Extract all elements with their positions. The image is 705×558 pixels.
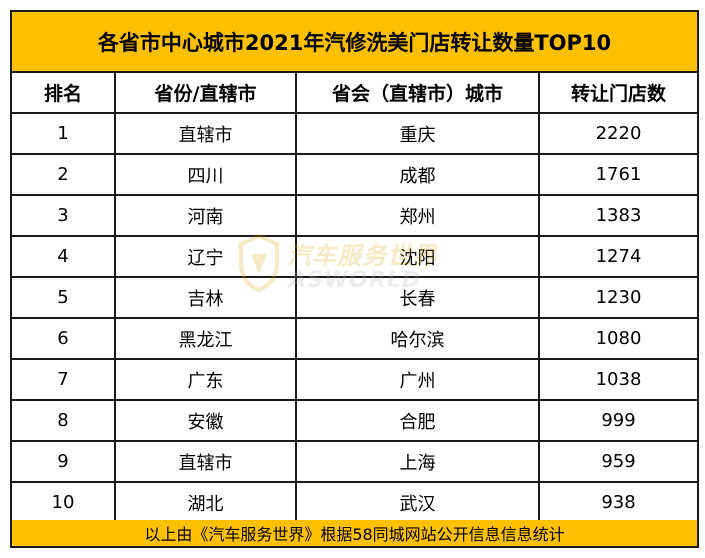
cell-rank: 3 xyxy=(12,196,116,235)
table-grid: 排名 省份/直辖市 省会（直辖市）城市 转让门店数 1 直辖市 重庆 2220 2 四川成… xyxy=(12,73,697,524)
cell-city: 长春 xyxy=(297,278,540,317)
table-row: 9 直辖市 上海 959 xyxy=(12,442,697,483)
table-footer: 以上由《汽车服务世界》根据58同城网站公开信息信息统计 xyxy=(12,520,697,546)
cell-count: 1038 xyxy=(595,369,642,390)
table-row: 5 吉林 长春 1230 xyxy=(12,278,697,319)
cell-count: 2220 xyxy=(595,123,642,144)
cell-city: 重庆 xyxy=(297,114,540,153)
table-row: 4 辽宁 沈阳 1274 xyxy=(12,237,697,278)
cell-province: 湖北 xyxy=(116,483,297,522)
cell-rank: 5 xyxy=(12,278,116,317)
cell-count: 1761 xyxy=(595,164,642,185)
cell-city: 上海 xyxy=(297,442,540,481)
cell-count: 999 xyxy=(601,410,636,431)
cell-rank: 1 xyxy=(12,114,116,153)
cell-province: 吉林 xyxy=(116,278,297,317)
cell-count: 1274 xyxy=(595,246,642,267)
table-row: 7 广东 广州 1038 xyxy=(12,360,697,401)
cell-rank: 10 xyxy=(12,483,116,522)
cell-province: 辽宁 xyxy=(116,237,297,276)
table-row: 1 直辖市 重庆 2220 xyxy=(12,114,697,155)
cell-province: 直辖市 xyxy=(116,442,297,481)
cell-rank: 9 xyxy=(12,442,116,481)
header-rank: 排名 xyxy=(12,73,116,112)
cell-city: 广州 xyxy=(297,360,540,399)
cell-province: 安徽 xyxy=(116,401,297,440)
table-row: 10 湖北 武汉 938 xyxy=(12,483,697,524)
header-city: 省会（直辖市）城市 xyxy=(297,73,540,112)
table-row: 8 安徽 合肥 999 xyxy=(12,401,697,442)
cell-rank: 4 xyxy=(12,237,116,276)
cell-rank: 7 xyxy=(12,360,116,399)
header-row: 排名 省份/直辖市 省会（直辖市）城市 转让门店数 xyxy=(12,73,697,114)
header-province: 省份/直辖市 xyxy=(116,73,297,112)
cell-city: 哈尔滨 xyxy=(297,319,540,358)
cell-count: 1383 xyxy=(595,205,642,226)
cell-rank: 8 xyxy=(12,401,116,440)
cell-city: 沈阳 xyxy=(297,237,540,276)
table-title: 各省市中心城市2021年汽修洗美门店转让数量TOP10 xyxy=(12,12,697,73)
cell-count: 959 xyxy=(601,451,636,472)
cell-province: 直辖市 xyxy=(116,114,297,153)
cell-city: 武汉 xyxy=(297,483,540,522)
cell-count: 1080 xyxy=(595,328,642,349)
table-row: 6 黑龙江 哈尔滨 1080 xyxy=(12,319,697,360)
header-count: 转让门店数 xyxy=(570,83,666,105)
cell-city: 成都 xyxy=(297,155,540,194)
cell-count: 938 xyxy=(601,492,636,513)
cell-province: 四川 xyxy=(116,155,297,194)
cell-rank: 6 xyxy=(12,319,116,358)
table-row: 2 四川 成都 1761 xyxy=(12,155,697,196)
table-row: 3 河南 郑州 1383 xyxy=(12,196,697,237)
cell-rank: 2 xyxy=(12,155,116,194)
cell-province: 黑龙江 xyxy=(116,319,297,358)
cell-city: 合肥 xyxy=(297,401,540,440)
cell-city: 郑州 xyxy=(297,196,540,235)
cell-count: 1230 xyxy=(595,287,642,308)
cell-province: 广东 xyxy=(116,360,297,399)
spreadsheet-table: 各省市中心城市2021年汽修洗美门店转让数量TOP10 排名 省份/直辖市 省会… xyxy=(10,10,699,548)
cell-province: 河南 xyxy=(116,196,297,235)
